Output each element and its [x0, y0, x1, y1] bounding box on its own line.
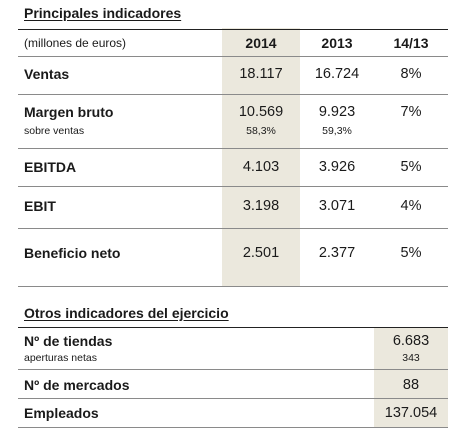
section-title-other-indicators: Otros indicadores del ejercicio [24, 305, 229, 321]
value-ventas-2013: 16.724 [314, 66, 360, 82]
subvalue-margen-2013: 59,3% [322, 125, 352, 137]
row-label-tiendas: Nº de tiendas [24, 333, 113, 349]
column-header-2013: 2013 [321, 35, 353, 51]
value-ventas-change: 8% [400, 66, 422, 82]
value-beneficio-neto-change: 5% [400, 245, 422, 261]
header-bottom-rule [18, 56, 448, 57]
subvalue-aperturas-netas: 343 [402, 352, 420, 364]
section2-bottom-rule [18, 427, 448, 428]
row-label-beneficio-neto: Beneficio neto [24, 245, 121, 261]
row-rule [18, 369, 448, 370]
row-label-empleados: Empleados [24, 405, 99, 421]
value-ventas-2014: 18.117 [239, 66, 283, 82]
section2-top-rule [18, 327, 448, 328]
row-label-ventas: Ventas [24, 66, 70, 82]
row-rule [18, 398, 448, 399]
value-beneficio-neto-2013: 2.377 [318, 245, 356, 261]
column-header-2014: 2014 [245, 35, 277, 51]
value-margen-bruto-change: 7% [400, 104, 422, 120]
row-label-ebit: EBIT [24, 198, 56, 214]
column-highlight-values [374, 327, 448, 428]
value-mercados: 88 [402, 377, 420, 393]
row-label-ebitda: EBITDA [24, 159, 77, 175]
value-margen-bruto-2014: 10.569 [238, 104, 284, 120]
value-beneficio-neto-2014: 2.501 [242, 245, 280, 261]
row-rule [18, 228, 448, 229]
value-ebitda-2014: 4.103 [242, 159, 280, 175]
row-rule [18, 94, 448, 95]
subvalue-margen-2014: 58,3% [246, 125, 276, 137]
section1-bottom-rule [18, 286, 448, 287]
row-rule [18, 148, 448, 149]
value-ebitda-change: 5% [400, 159, 422, 175]
value-margen-bruto-2013: 9.923 [318, 104, 356, 120]
value-ebit-2013: 3.071 [318, 198, 356, 214]
column-header-change: 14/13 [393, 35, 429, 51]
row-sublabel-aperturas-netas: aperturas netas [24, 352, 97, 364]
row-label-margen-bruto: Margen bruto [24, 104, 114, 120]
row-label-mercados: Nº de mercados [24, 377, 130, 393]
row-sublabel-sobre-ventas: sobre ventas [24, 125, 85, 137]
value-empleados: 137.054 [384, 405, 438, 421]
value-ebit-2014: 3.198 [242, 198, 280, 214]
row-rule [18, 186, 448, 187]
unit-note: (millones de euros) [24, 36, 127, 50]
section-title-main-indicators: Principales indicadores [24, 5, 182, 21]
column-highlight-2014 [222, 28, 300, 286]
value-tiendas: 6.683 [392, 333, 430, 349]
header-top-rule [18, 29, 448, 30]
value-ebitda-2013: 3.926 [318, 159, 356, 175]
value-ebit-change: 4% [400, 198, 422, 214]
